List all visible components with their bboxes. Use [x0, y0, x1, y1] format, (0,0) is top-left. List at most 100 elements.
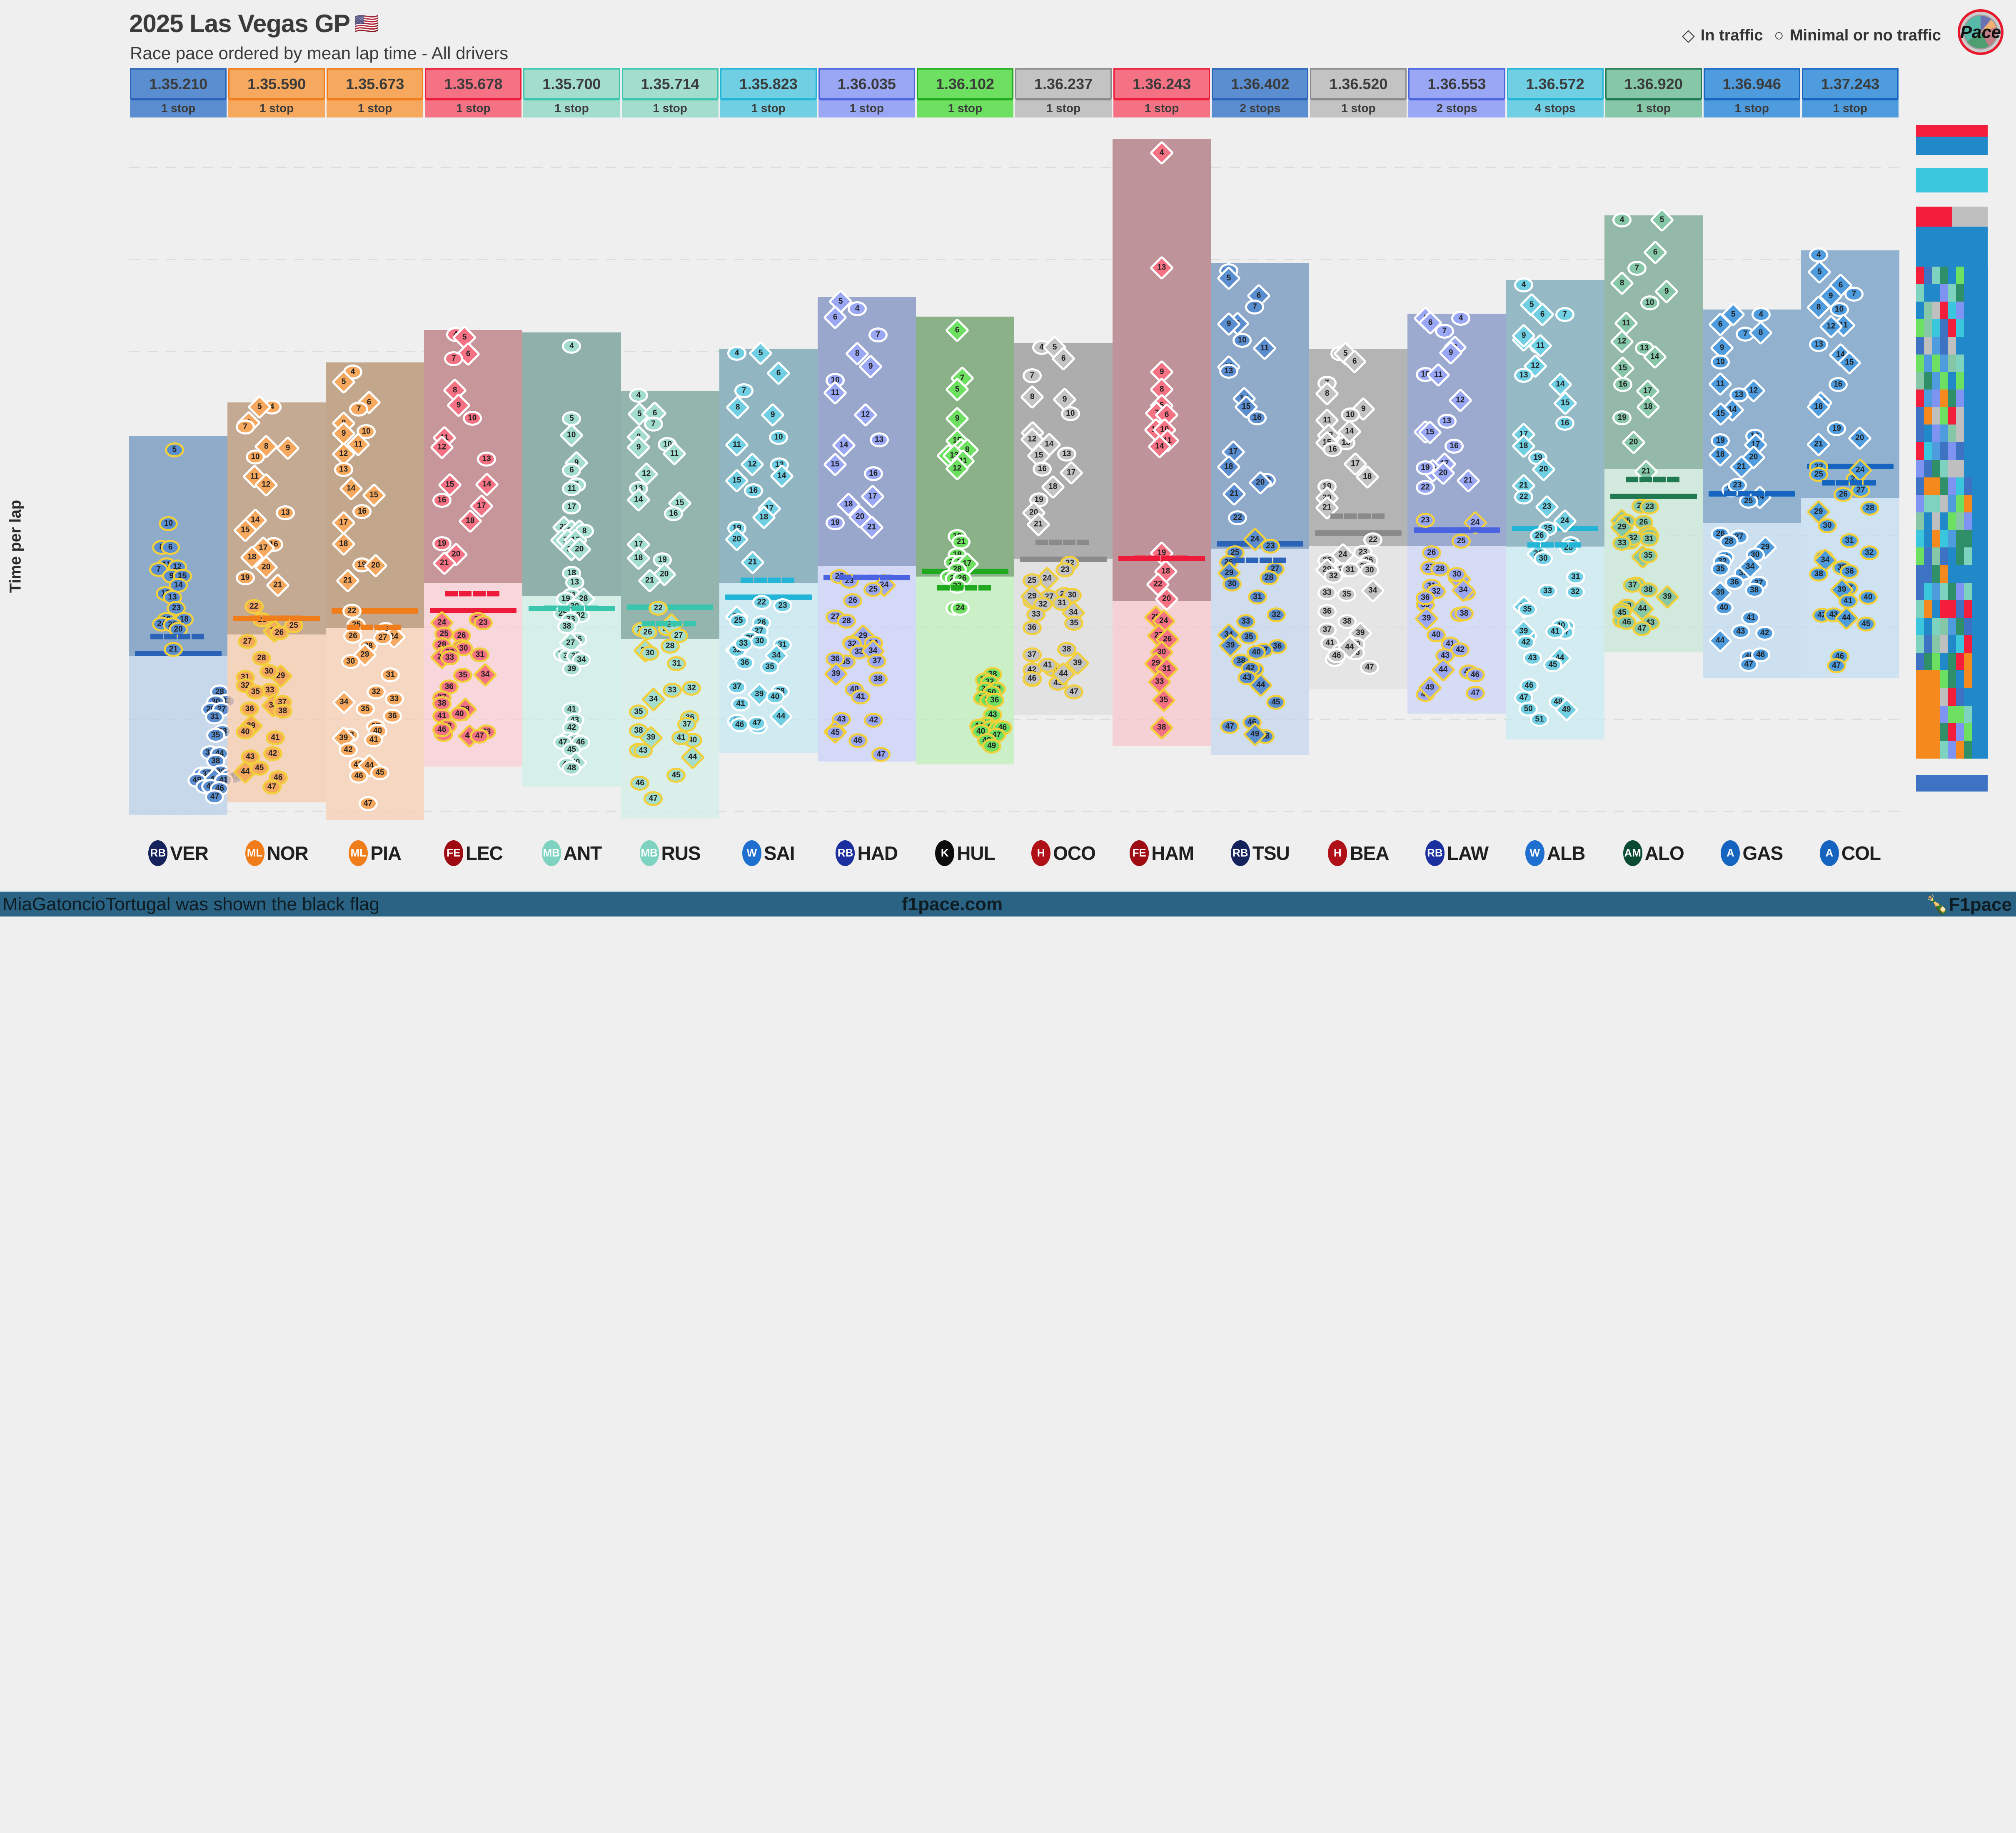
- driver-pace-column[interactable]: 5108611127915141713231918242220212832302…: [129, 121, 244, 829]
- lap-marker[interactable]: 41: [731, 696, 751, 712]
- lap-marker[interactable]: 37: [677, 717, 696, 732]
- lap-marker[interactable]: 16: [863, 466, 883, 482]
- driver-pace-column[interactable]: 4567891011121314151617181920212223242526…: [719, 121, 818, 829]
- driver-pace-column[interactable]: 4567891011121314151617181920212223242526…: [1407, 121, 1506, 829]
- lap-marker[interactable]: 7: [1022, 368, 1042, 384]
- lap-marker[interactable]: 23: [1640, 499, 1659, 514]
- driver-summary-box[interactable]: 1.35.700 1 stop: [522, 68, 621, 117]
- lap-marker[interactable]: 42: [263, 746, 282, 762]
- lap-marker[interactable]: 22: [342, 604, 362, 619]
- driver-pace-column[interactable]: 4510967111722292181423122420181331192830…: [522, 121, 621, 829]
- driver-summary-box[interactable]: 1.36.553 2 stops: [1407, 68, 1506, 117]
- lap-marker[interactable]: 40: [1714, 600, 1734, 616]
- lap-marker[interactable]: 10: [1060, 406, 1080, 422]
- lap-marker[interactable]: 45: [666, 768, 686, 783]
- lap-marker[interactable]: 22: [752, 595, 771, 610]
- lap-marker[interactable]: 17: [562, 499, 581, 515]
- driver-label-ham[interactable]: FE HAM: [1113, 835, 1211, 871]
- lap-marker[interactable]: 4: [1514, 277, 1534, 293]
- lap-marker[interactable]: 16: [664, 506, 683, 522]
- lap-marker[interactable]: 7: [1555, 307, 1574, 322]
- lap-marker[interactable]: 33: [1236, 614, 1255, 629]
- lap-marker[interactable]: 33: [1026, 607, 1046, 622]
- driver-pace-column[interactable]: 4567891011121314151617181920212223242526…: [1702, 121, 1801, 829]
- lap-marker[interactable]: 36: [1022, 620, 1042, 636]
- driver-summary-box[interactable]: 1.35.590 1 stop: [227, 68, 326, 117]
- lap-marker[interactable]: 45: [1543, 657, 1562, 672]
- lap-marker[interactable]: 16: [432, 493, 452, 508]
- lap-marker[interactable]: 26: [343, 628, 363, 644]
- lap-marker[interactable]: 13: [1809, 337, 1829, 352]
- lap-marker[interactable]: 40: [1247, 645, 1266, 660]
- lap-marker[interactable]: 7: [349, 402, 369, 417]
- driver-label-ant[interactable]: MB ANT: [522, 835, 621, 871]
- lap-marker[interactable]: 46: [1327, 648, 1346, 664]
- lap-marker[interactable]: 38: [1454, 606, 1474, 621]
- lap-marker[interactable]: 46: [432, 722, 452, 737]
- lap-marker[interactable]: 49: [982, 739, 1001, 754]
- lap-marker[interactable]: 16: [1555, 415, 1574, 431]
- driver-pace-column[interactable]: 4567891011121314151617181920212223242526…: [1801, 121, 1899, 829]
- lap-marker[interactable]: 19: [1711, 433, 1730, 448]
- lap-marker[interactable]: 47: [1064, 684, 1084, 700]
- lap-marker[interactable]: 33: [734, 636, 753, 652]
- driver-summary-box[interactable]: 1.37.243 1 stop: [1801, 68, 1899, 117]
- lap-marker[interactable]: 32: [1324, 569, 1343, 584]
- driver-label-rus[interactable]: MB RUS: [621, 835, 719, 871]
- lap-marker[interactable]: 28: [1860, 501, 1880, 516]
- lap-marker[interactable]: 35: [1337, 587, 1357, 602]
- lap-marker[interactable]: 35: [1239, 629, 1259, 645]
- lap-marker[interactable]: 32: [1266, 607, 1286, 623]
- lap-marker[interactable]: 7: [644, 417, 663, 432]
- lap-marker[interactable]: 10: [1233, 332, 1252, 348]
- lap-marker[interactable]: 19: [1612, 410, 1632, 425]
- lap-marker[interactable]: 35: [1517, 602, 1537, 617]
- lap-marker[interactable]: 32: [682, 680, 701, 696]
- lap-marker[interactable]: 26: [1834, 487, 1853, 502]
- lap-marker[interactable]: 47: [1220, 719, 1240, 734]
- lap-marker[interactable]: 36: [383, 709, 402, 724]
- lap-marker[interactable]: 10: [1711, 354, 1730, 370]
- lap-marker[interactable]: 45: [1266, 694, 1285, 710]
- lap-marker[interactable]: 7: [1245, 300, 1265, 315]
- lap-marker[interactable]: 38: [1744, 583, 1764, 598]
- lap-marker[interactable]: 31: [205, 709, 225, 724]
- lap-marker[interactable]: 25: [1809, 467, 1829, 482]
- lap-marker[interactable]: 10: [1829, 302, 1849, 317]
- lap-marker[interactable]: 36: [1317, 604, 1337, 619]
- lap-marker[interactable]: 45: [370, 765, 390, 780]
- lap-marker[interactable]: 35: [760, 659, 780, 675]
- lap-marker[interactable]: 47: [1826, 658, 1846, 673]
- lap-marker[interactable]: 4: [629, 388, 649, 403]
- driver-pace-column[interactable]: 4567891011121314151617181920212223242526…: [1309, 121, 1408, 829]
- lap-marker[interactable]: 30: [259, 664, 279, 679]
- lap-marker[interactable]: 43: [1523, 650, 1542, 666]
- lap-marker[interactable]: 22: [1228, 510, 1248, 526]
- lap-marker[interactable]: 33: [1538, 583, 1557, 599]
- lap-marker[interactable]: 30: [1222, 577, 1242, 592]
- driver-label-had[interactable]: RB HAD: [818, 835, 916, 871]
- driver-label-sai[interactable]: W SAI: [719, 835, 818, 871]
- lap-marker[interactable]: 6: [562, 462, 581, 478]
- lap-marker[interactable]: 16: [1613, 377, 1633, 392]
- lap-marker[interactable]: 13: [334, 462, 353, 477]
- lap-marker[interactable]: 16: [352, 504, 372, 519]
- lap-marker[interactable]: 19: [432, 536, 452, 551]
- lap-marker[interactable]: 40: [235, 724, 255, 740]
- lap-marker[interactable]: 4: [562, 338, 581, 354]
- lap-marker[interactable]: 37: [727, 679, 747, 694]
- lap-marker[interactable]: 35: [1711, 561, 1730, 577]
- lap-marker[interactable]: 23: [1260, 539, 1280, 554]
- lap-marker[interactable]: 42: [1755, 625, 1774, 641]
- driver-label-law[interactable]: RB LAW: [1407, 835, 1506, 871]
- lap-marker[interactable]: 16: [744, 483, 763, 498]
- lap-marker[interactable]: 19: [1827, 421, 1846, 437]
- driver-label-alb[interactable]: W ALB: [1506, 835, 1604, 871]
- lap-marker[interactable]: 37: [1317, 622, 1337, 637]
- lap-marker[interactable]: 38: [1809, 566, 1829, 582]
- lap-marker[interactable]: 27: [238, 634, 257, 649]
- lap-marker[interactable]: 10: [769, 430, 788, 445]
- lap-marker[interactable]: 7: [1844, 287, 1864, 302]
- driver-summary-box[interactable]: 1.36.243 1 stop: [1113, 68, 1211, 117]
- lap-marker[interactable]: 10: [159, 516, 178, 531]
